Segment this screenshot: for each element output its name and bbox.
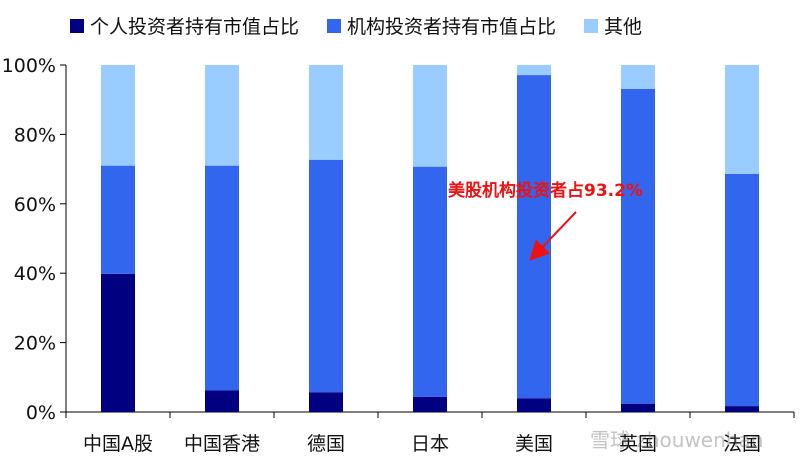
x-tick-label: 中国A股 — [83, 433, 153, 455]
x-tick-label: 美国 — [515, 433, 553, 455]
legend-item-other: 其他 — [584, 12, 642, 39]
x-tick-label: 中国香港 — [184, 433, 260, 455]
y-tick-label: 60% — [14, 194, 56, 216]
bar-segment — [413, 65, 447, 167]
legend-swatch-individual — [70, 18, 84, 33]
bar-segment — [309, 65, 343, 160]
annotation-text: 美股机构投资者占93.2% — [448, 180, 643, 201]
bar-segment — [413, 166, 447, 397]
y-tick-label: 40% — [14, 263, 56, 285]
watermark: 雪球 zhouwenhan — [590, 428, 763, 452]
x-tick-label: 英国 — [619, 433, 657, 455]
y-tick-label: 100% — [2, 55, 56, 77]
legend-item-individual: 个人投资者持有市值占比 — [70, 12, 299, 39]
y-tick-label: 0% — [26, 402, 56, 424]
bar-segment — [517, 75, 551, 399]
y-tick-label: 80% — [14, 124, 56, 146]
bar-segment — [205, 390, 239, 412]
bar-segment — [725, 173, 759, 407]
annotation-arrow — [529, 211, 577, 261]
bar-segment — [101, 273, 135, 412]
bar-segment — [205, 65, 239, 166]
bar-segment — [205, 165, 239, 391]
y-tick-label: 20% — [14, 333, 56, 355]
x-tick-label: 日本 — [411, 433, 449, 455]
x-tick-label: 德国 — [307, 433, 345, 455]
bar-segment — [309, 159, 343, 393]
bar-segment — [101, 165, 135, 274]
watermark-text: 雪球 zhouwenhan — [590, 428, 763, 452]
legend-swatch-institutional — [327, 18, 342, 33]
bar-segment — [725, 406, 759, 412]
x-tick-label: 法国 — [723, 433, 761, 455]
legend-swatch-other — [584, 18, 599, 33]
legend: 个人投资者持有市值占比 机构投资者持有市值占比 其他 — [70, 12, 642, 39]
bar-segment — [517, 398, 551, 412]
bar-segment — [517, 65, 551, 76]
legend-label-individual: 个人投资者持有市值占比 — [90, 16, 300, 38]
bar-segment — [621, 65, 655, 89]
legend-label-institutional: 机构投资者持有市值占比 — [347, 16, 557, 38]
bar-segment — [413, 396, 447, 412]
legend-label-other: 其他 — [604, 16, 643, 38]
bar-segment — [725, 65, 759, 174]
bar-segment — [621, 403, 655, 412]
legend-item-institutional: 机构投资者持有市值占比 — [327, 12, 556, 39]
bar-segment — [101, 65, 135, 166]
bar-segment — [621, 88, 655, 404]
bar-segment — [309, 392, 343, 412]
